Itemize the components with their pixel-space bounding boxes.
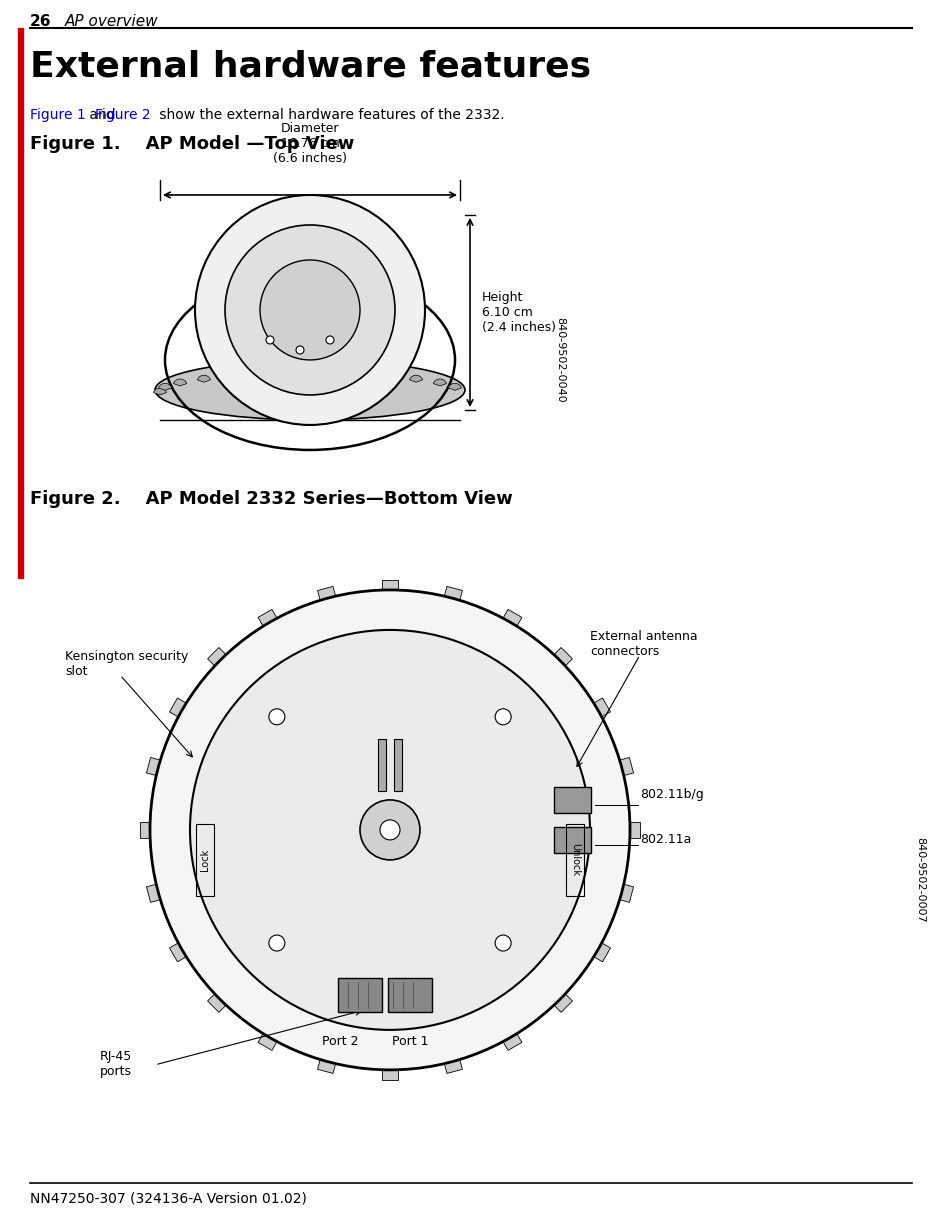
- Text: Kensington security
slot: Kensington security slot: [65, 650, 188, 678]
- Bar: [620, 757, 634, 776]
- Text: 840-9502-0040: 840-9502-0040: [555, 317, 565, 403]
- Text: External antenna
connectors: External antenna connectors: [590, 630, 698, 658]
- Text: Figure 2: Figure 2: [95, 108, 151, 122]
- Circle shape: [268, 935, 284, 951]
- Circle shape: [195, 195, 425, 425]
- Bar: [554, 647, 573, 666]
- Wedge shape: [158, 384, 171, 391]
- Text: External hardware features: External hardware features: [30, 50, 592, 83]
- Wedge shape: [173, 379, 187, 386]
- Bar: [445, 587, 463, 600]
- Bar: [18, 28, 23, 578]
- Wedge shape: [342, 370, 355, 378]
- Wedge shape: [410, 375, 423, 382]
- Text: Figure 2.    AP Model 2332 Series—Bottom View: Figure 2. AP Model 2332 Series—Bottom Vi…: [30, 490, 512, 508]
- Wedge shape: [379, 373, 392, 380]
- Bar: [593, 943, 610, 962]
- Text: show the external hardware features of the 2332.: show the external hardware features of t…: [155, 108, 505, 122]
- Bar: [620, 885, 634, 903]
- Wedge shape: [303, 370, 317, 378]
- Bar: [140, 822, 150, 837]
- Text: AP overview: AP overview: [65, 15, 158, 29]
- Circle shape: [268, 709, 284, 725]
- Text: 802.11b/g: 802.11b/g: [640, 789, 704, 801]
- Text: Figure 1.    AP Model —Top View: Figure 1. AP Model —Top View: [30, 136, 354, 152]
- Bar: [382, 580, 398, 590]
- Bar: [170, 943, 187, 962]
- Text: 802.11a: 802.11a: [640, 834, 691, 847]
- Bar: [503, 610, 522, 626]
- Wedge shape: [198, 375, 210, 382]
- Bar: [317, 1060, 335, 1073]
- Text: NN47250-307 (324136-A Version 01.02): NN47250-307 (324136-A Version 01.02): [30, 1192, 307, 1206]
- Circle shape: [380, 820, 400, 840]
- Wedge shape: [154, 388, 167, 394]
- Bar: [593, 698, 610, 716]
- Circle shape: [360, 800, 420, 860]
- Circle shape: [260, 260, 360, 359]
- Bar: [317, 587, 335, 600]
- Wedge shape: [433, 379, 447, 386]
- FancyBboxPatch shape: [338, 978, 382, 1012]
- Circle shape: [150, 590, 630, 1070]
- Text: RJ-45
ports: RJ-45 ports: [100, 1050, 132, 1078]
- Ellipse shape: [155, 359, 465, 420]
- Text: and: and: [85, 108, 120, 122]
- Bar: [146, 885, 160, 903]
- FancyBboxPatch shape: [394, 739, 402, 791]
- FancyBboxPatch shape: [378, 739, 386, 791]
- Bar: [630, 822, 640, 837]
- Circle shape: [190, 630, 590, 1030]
- Text: Figure 1: Figure 1: [30, 108, 86, 122]
- Circle shape: [495, 935, 512, 951]
- FancyBboxPatch shape: [554, 826, 591, 853]
- Bar: [445, 1060, 463, 1073]
- FancyBboxPatch shape: [554, 786, 591, 813]
- Circle shape: [296, 346, 304, 355]
- Circle shape: [225, 225, 395, 394]
- Wedge shape: [265, 370, 278, 378]
- Text: 840-9502-0007: 840-9502-0007: [915, 837, 925, 923]
- Text: Unlock: Unlock: [570, 843, 580, 876]
- FancyBboxPatch shape: [388, 978, 432, 1012]
- Wedge shape: [448, 384, 462, 391]
- Bar: [382, 1070, 398, 1079]
- Bar: [503, 1033, 522, 1050]
- Text: 26: 26: [30, 15, 52, 29]
- Bar: [146, 757, 160, 776]
- Bar: [258, 1033, 277, 1050]
- Text: Diameter
16.76 cm
(6.6 inches): Diameter 16.76 cm (6.6 inches): [273, 122, 347, 165]
- Wedge shape: [228, 373, 241, 380]
- Bar: [207, 647, 226, 666]
- Text: Height
6.10 cm
(2.4 inches): Height 6.10 cm (2.4 inches): [482, 290, 556, 334]
- Circle shape: [495, 709, 512, 725]
- Circle shape: [326, 336, 334, 344]
- Bar: [554, 993, 573, 1013]
- Text: Port 2: Port 2: [322, 1035, 358, 1048]
- Text: Port 1: Port 1: [392, 1035, 429, 1048]
- Text: Lock: Lock: [200, 848, 210, 871]
- Bar: [207, 993, 226, 1013]
- Circle shape: [266, 336, 274, 344]
- Bar: [258, 610, 277, 626]
- Bar: [170, 698, 187, 716]
